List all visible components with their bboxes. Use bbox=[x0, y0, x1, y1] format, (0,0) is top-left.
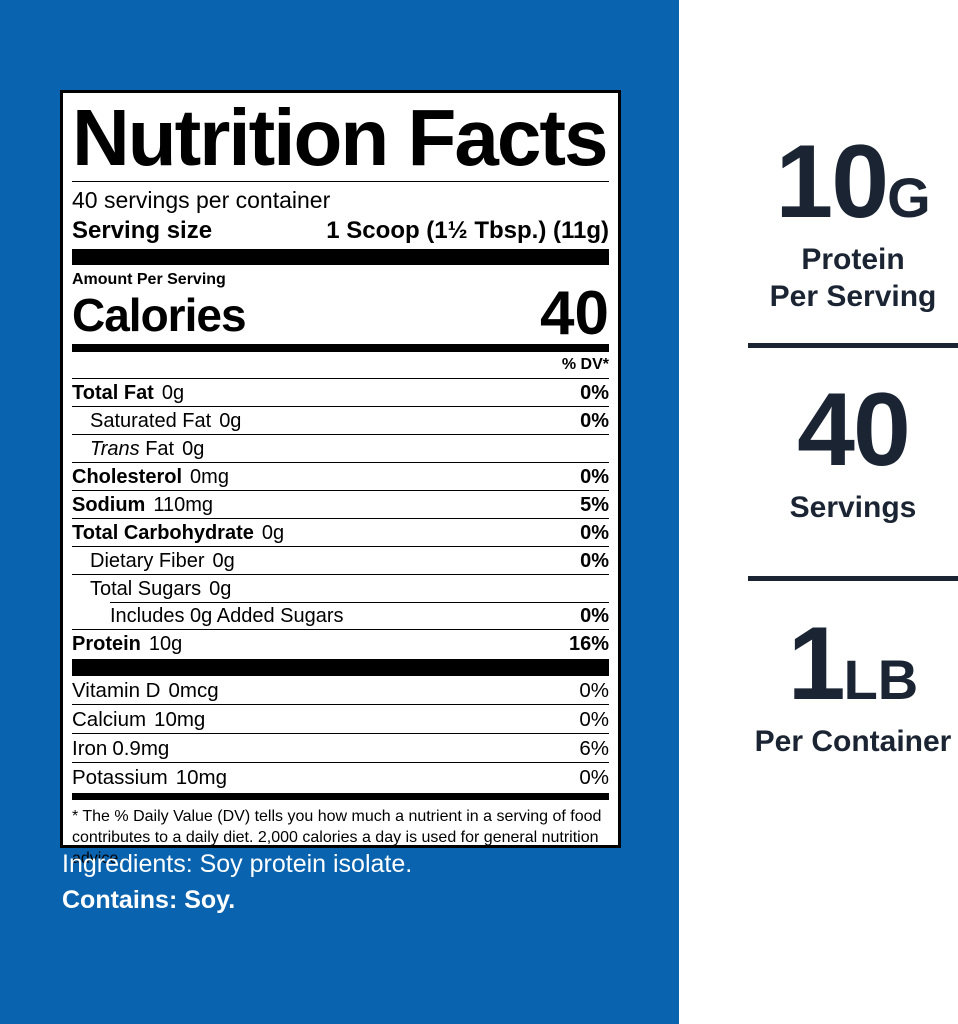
calories-row: Calories 40 bbox=[72, 278, 609, 348]
serving-size-row: Serving size 1 Scoop (1½ Tbsp.) (11g) bbox=[72, 216, 609, 249]
thick-divider bbox=[72, 248, 609, 265]
vitamin-row-potassium: Potassium 10mg 0% bbox=[72, 761, 609, 791]
serving-size-label: Serving size bbox=[72, 216, 213, 244]
callout-divider bbox=[748, 343, 958, 348]
callout-divider bbox=[748, 576, 958, 581]
amount-per-serving-label: Amount Per Serving bbox=[72, 270, 226, 288]
callout-protein-per-serving: 10G Protein Per Serving bbox=[748, 124, 958, 315]
nutrition-facts-label: Nutrition Facts 40 servings per containe… bbox=[60, 90, 621, 867]
calories-label: Calories bbox=[72, 288, 247, 341]
protein-caption: Protein Per Serving bbox=[769, 243, 937, 314]
nutrient-row-dietary-fiber: Dietary Fiber 0g 0% bbox=[72, 545, 609, 574]
nutrient-row-sodium: Sodium 110mg 5% bbox=[72, 489, 609, 518]
daily-value-header: % DV* bbox=[561, 355, 609, 373]
title-divider bbox=[72, 180, 609, 182]
vitamin-row-vitamin-d: Vitamin D 0mcg 0% bbox=[72, 674, 609, 704]
vitamin-row-calcium: Calcium 10mg 0% bbox=[72, 703, 609, 733]
nutrient-row-cholesterol: Cholesterol 0mg 0% bbox=[72, 461, 609, 490]
daily-value-footnote: * The % Daily Value (DV) tells you how m… bbox=[72, 807, 602, 867]
vitamin-row-iron: Iron 0.9mg 6% bbox=[72, 732, 609, 762]
protein-amount: 10G bbox=[775, 124, 931, 240]
nutrient-row-protein: Protein 10g 16% bbox=[72, 628, 609, 657]
weight-caption: Per Container bbox=[754, 725, 952, 759]
serving-size-value: 1 Scoop (1½ Tbsp.) (11g) bbox=[326, 216, 609, 244]
callout-weight-per-container: 1LB Per Container bbox=[748, 606, 958, 760]
nutrient-row-total-fat: Total Fat 0g 0% bbox=[72, 377, 609, 406]
servings-per-container: 40 servings per container bbox=[72, 186, 331, 213]
allergen-contains-text: Contains: Soy. bbox=[62, 886, 236, 914]
thick-divider bbox=[72, 658, 609, 675]
medium-divider bbox=[72, 343, 609, 352]
label-title: Nutrition Facts bbox=[72, 93, 608, 182]
servings-caption: Servings bbox=[789, 491, 917, 525]
callout-servings: 40 Servings bbox=[748, 372, 958, 526]
weight-amount: 1LB bbox=[787, 606, 919, 722]
calories-value: 40 bbox=[540, 278, 609, 348]
nutrient-row-total-carbohydrate: Total Carbohydrate 0g 0% bbox=[72, 517, 609, 546]
servings-amount: 40 bbox=[797, 372, 911, 488]
nutrient-row-added-sugars: Includes 0g Added Sugars 0% bbox=[72, 601, 609, 629]
nutrient-row-total-sugars: Total Sugars 0g bbox=[72, 573, 609, 602]
ingredients-text: Ingredients: Soy protein isolate. bbox=[62, 850, 413, 878]
nutrient-row-trans-fat: Trans Fat 0g bbox=[72, 433, 609, 462]
blue-background-panel: Nutrition Facts 40 servings per containe… bbox=[0, 0, 679, 1024]
medium-divider bbox=[72, 792, 609, 800]
right-info-panel: 10G Protein Per Serving 40 Servings 1LB … bbox=[679, 0, 958, 1024]
nutrient-row-saturated-fat: Saturated Fat 0g 0% bbox=[72, 405, 609, 434]
